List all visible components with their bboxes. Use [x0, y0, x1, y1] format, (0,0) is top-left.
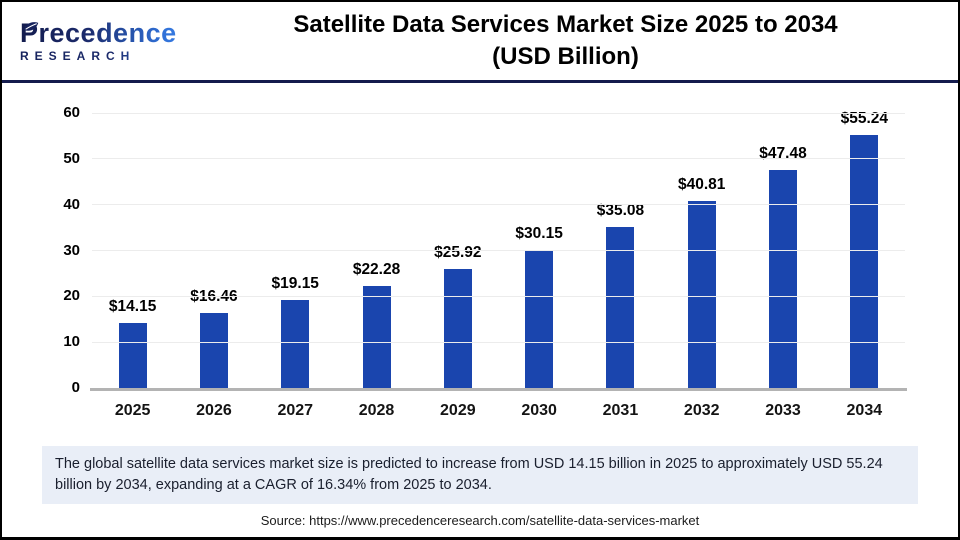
- x-axis-label: 2033: [765, 402, 801, 419]
- source-line: Source: https://www.precedenceresearch.c…: [260, 513, 700, 529]
- x-axis-label: 2031: [602, 402, 639, 419]
- bar-value-label: $30.15: [515, 224, 563, 242]
- bars-area: $14.15 2025 $16.46 2026 $19.15 2027 $22.28 2028…: [92, 109, 905, 419]
- bar-group-2033: $47.48 2033: [742, 113, 823, 419]
- bar-value-label: $19.15: [271, 275, 319, 293]
- x-axis-label: 2026: [196, 402, 232, 419]
- y-axis-label: 40: [63, 195, 80, 213]
- gridline: [92, 295, 905, 297]
- bar-value-label: $40.81: [678, 175, 726, 193]
- bar: [443, 269, 472, 388]
- bar-value-label: $47.48: [759, 145, 807, 163]
- y-axis-label: 10: [63, 333, 80, 351]
- y-axis-label: 20: [63, 287, 80, 305]
- header: Precedence RESEARCH Satellite Data Servi…: [2, 2, 958, 80]
- bar: [362, 285, 391, 388]
- bar: [118, 323, 147, 388]
- x-axis-label: 2027: [277, 402, 314, 419]
- bar-value-label: $22.28: [352, 260, 401, 278]
- bar: [850, 134, 879, 388]
- chart-title-line1: Satellite Data Services Market Size 2025…: [293, 10, 838, 38]
- bar-group-2025: $14.15 2025: [92, 113, 173, 419]
- x-axis-label: 2034: [846, 402, 883, 419]
- bar-value-label: $14.15: [108, 298, 157, 316]
- x-axis-label: 2030: [521, 402, 557, 419]
- bar-group-2026: $16.46 2026: [173, 113, 254, 419]
- x-axis-label: 2028: [358, 402, 395, 419]
- gridline: [92, 158, 905, 160]
- x-axis-label: 2029: [440, 402, 476, 419]
- bar: [606, 227, 635, 388]
- bar-value-label: $35.08: [596, 202, 645, 220]
- bar: [281, 300, 310, 388]
- bar-group-2031: $35.08 2031: [580, 113, 661, 419]
- bar-group-2032: $40.81 2032: [661, 113, 742, 419]
- bar-value-label: $25.92: [434, 244, 482, 262]
- gridline: [92, 250, 905, 251]
- bar: [687, 200, 716, 388]
- bar-group-2028: $22.28 2028: [336, 113, 417, 419]
- logo-subname-text: RESEARCH: [20, 50, 187, 62]
- bar-group-2027: $19.15 2027: [255, 113, 336, 419]
- description-text: The global satellite data services marke…: [55, 456, 883, 494]
- bar-group-2030: $30.15 2030: [498, 113, 579, 419]
- bar: [199, 312, 228, 388]
- y-axis-label: 60: [63, 104, 80, 121]
- x-axis-baseline: [90, 388, 907, 391]
- chart-title-line2: (USD Billion): [492, 43, 639, 70]
- chart-title: Satellite Data Services Market Size 2025…: [187, 9, 958, 74]
- leaf-icon: [20, 10, 43, 40]
- header-divider: [2, 80, 958, 83]
- logo-name-text: Precedence: [20, 18, 177, 48]
- bar: [525, 249, 554, 388]
- y-axis-label: 0: [71, 379, 80, 396]
- y-axis-label: 30: [63, 241, 80, 259]
- bar-group-2029: $25.92 2029: [417, 113, 498, 419]
- gridline: [92, 112, 905, 114]
- x-axis-label: 2032: [683, 402, 720, 419]
- bar-chart: $14.15 2025 $16.46 2026 $19.15 2027 $22.28 2028…: [2, 83, 958, 435]
- bar-value-label: $55.24: [840, 109, 889, 127]
- logo-wordmark: Precedence: [20, 20, 187, 47]
- bar: [769, 170, 798, 388]
- y-axis-label: 50: [63, 149, 80, 167]
- precedence-research-logo: Precedence RESEARCH: [2, 20, 187, 62]
- gridline: [92, 341, 905, 343]
- description-box: The global satellite data services marke…: [42, 446, 918, 505]
- gridline: [92, 204, 905, 206]
- bar-group-2034: $55.24 2034: [824, 109, 905, 419]
- x-axis-label: 2025: [114, 402, 151, 419]
